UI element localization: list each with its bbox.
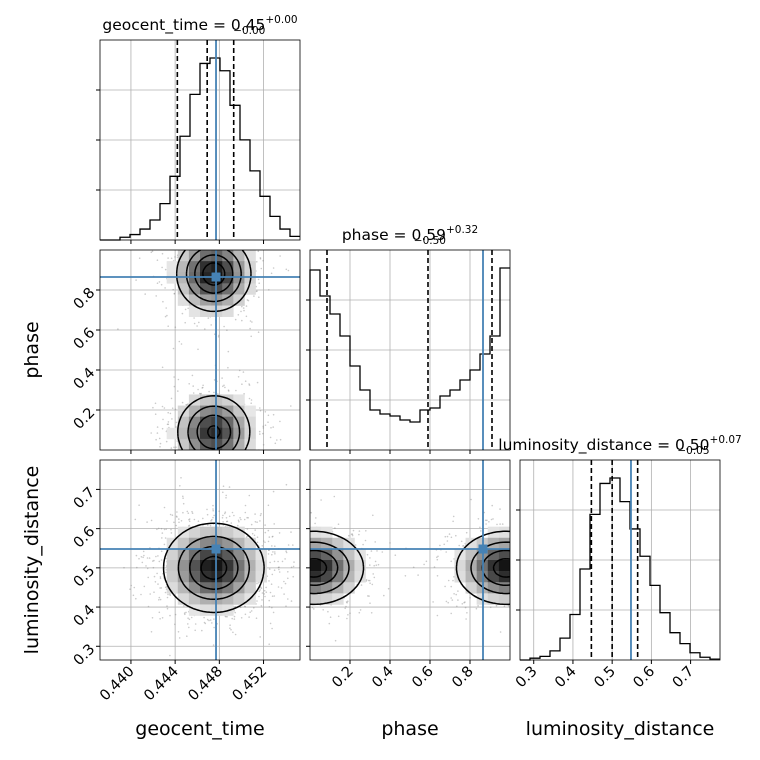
contour-lines bbox=[310, 530, 510, 606]
title-plus: +0.00 bbox=[265, 14, 297, 26]
title-param-name: phase bbox=[342, 226, 389, 244]
histogram-title-phase: phase = 0.59+0.32 −0.50 bbox=[342, 224, 478, 247]
contour-level-3 bbox=[310, 557, 510, 578]
x-tick-label-phase: 0.6 bbox=[409, 664, 437, 692]
histogram-title-geocent_time: geocent_time = 0.45+0.00 −0.00 bbox=[102, 14, 297, 37]
y-axis-label-luminosity_distance: luminosity_distance bbox=[21, 466, 43, 655]
histogram-panel-luminosity_distance bbox=[516, 459, 721, 664]
contour-lines bbox=[175, 250, 252, 450]
y-axis-label-phase: phase bbox=[21, 321, 43, 378]
x-tick-label-phase: 0.4 bbox=[369, 664, 397, 692]
x-tick-label-luminosity_distance: 0.6 bbox=[631, 664, 659, 692]
title-equals: = bbox=[389, 226, 412, 244]
y-tick-label-luminosity_distance: 0.4 bbox=[71, 602, 99, 630]
contour-level-3 bbox=[200, 555, 228, 580]
x-tick-label-geocent_time: 0.452 bbox=[230, 664, 271, 705]
contour-level-3 bbox=[202, 262, 226, 439]
title-equals: = bbox=[652, 436, 675, 454]
y-tick-label-luminosity_distance: 0.6 bbox=[71, 524, 99, 552]
title-param-name: geocent_time bbox=[102, 16, 208, 35]
contour-level-0 bbox=[310, 530, 510, 606]
title-minus: −0.00 bbox=[233, 25, 265, 37]
2d-panel-geocent_time-luminosity_distance bbox=[96, 459, 301, 664]
contour-level-1 bbox=[185, 250, 242, 450]
x-tick-label-phase: 0.2 bbox=[329, 664, 357, 692]
y-tick-label-phase: 0.2 bbox=[71, 405, 99, 433]
y-tick-label-luminosity_distance: 0.3 bbox=[71, 641, 99, 669]
x-tick-label-luminosity_distance: 0.3 bbox=[513, 664, 541, 692]
histogram-title-luminosity_distance: luminosity_distance = 0.50+0.07 −0.05 bbox=[498, 434, 741, 457]
x-axis-label-geocent_time: geocent_time bbox=[135, 718, 264, 740]
histogram-step-geocent_time bbox=[100, 57, 300, 241]
2d-panel-phase-luminosity_distance bbox=[306, 459, 511, 664]
title-minus: −0.50 bbox=[414, 235, 446, 247]
y-tick-label-phase: 0.8 bbox=[71, 285, 99, 313]
contour-level-1 bbox=[310, 541, 510, 595]
x-tick-label-luminosity_distance: 0.7 bbox=[670, 664, 698, 692]
title-median: 0.50 bbox=[675, 436, 710, 454]
panel-frame bbox=[309, 459, 511, 661]
title-param-name: luminosity_distance bbox=[498, 436, 652, 455]
contour-level-0 bbox=[162, 522, 265, 614]
2d-panel-geocent_time-phase bbox=[96, 249, 301, 454]
y-tick-label-luminosity_distance: 0.7 bbox=[71, 484, 99, 512]
title-plus: +0.07 bbox=[710, 434, 742, 446]
contour-lines bbox=[162, 522, 265, 614]
truth-marker bbox=[478, 544, 488, 554]
x-tick-label-phase: 0.8 bbox=[449, 664, 477, 692]
scatter-points bbox=[117, 250, 292, 450]
y-tick-label-phase: 0.6 bbox=[71, 325, 99, 353]
histogram-step-luminosity_distance bbox=[520, 477, 720, 661]
title-median: 0.59 bbox=[411, 226, 446, 244]
panel-frame bbox=[99, 459, 301, 661]
title-equals: = bbox=[208, 16, 231, 34]
x-axis-label-luminosity_distance: luminosity_distance bbox=[526, 718, 715, 740]
x-tick-label-geocent_time: 0.440 bbox=[97, 664, 138, 705]
x-tick-label-geocent_time: 0.444 bbox=[141, 664, 182, 705]
histogram-panel-phase bbox=[306, 249, 511, 454]
contour-level-0 bbox=[175, 250, 252, 450]
histogram-panel-geocent_time bbox=[96, 39, 301, 244]
histogram-step-phase bbox=[309, 267, 510, 450]
y-tick-label-luminosity_distance: 0.5 bbox=[71, 563, 99, 591]
truth-marker bbox=[211, 544, 221, 554]
x-axis-label-phase: phase bbox=[381, 718, 438, 740]
x-tick-label-luminosity_distance: 0.5 bbox=[591, 664, 619, 692]
x-tick-label-luminosity_distance: 0.4 bbox=[552, 664, 580, 692]
density-cells bbox=[310, 526, 510, 605]
panel-frame bbox=[99, 249, 301, 451]
title-plus: +0.32 bbox=[446, 224, 478, 236]
contour-level-2 bbox=[194, 254, 234, 450]
x-tick-label-geocent_time: 0.448 bbox=[185, 664, 226, 705]
y-tick-label-phase: 0.4 bbox=[71, 365, 99, 393]
contour-level-1 bbox=[177, 535, 251, 601]
title-minus: −0.05 bbox=[677, 445, 709, 457]
truth-marker bbox=[211, 272, 221, 282]
title-median: 0.45 bbox=[231, 16, 266, 34]
